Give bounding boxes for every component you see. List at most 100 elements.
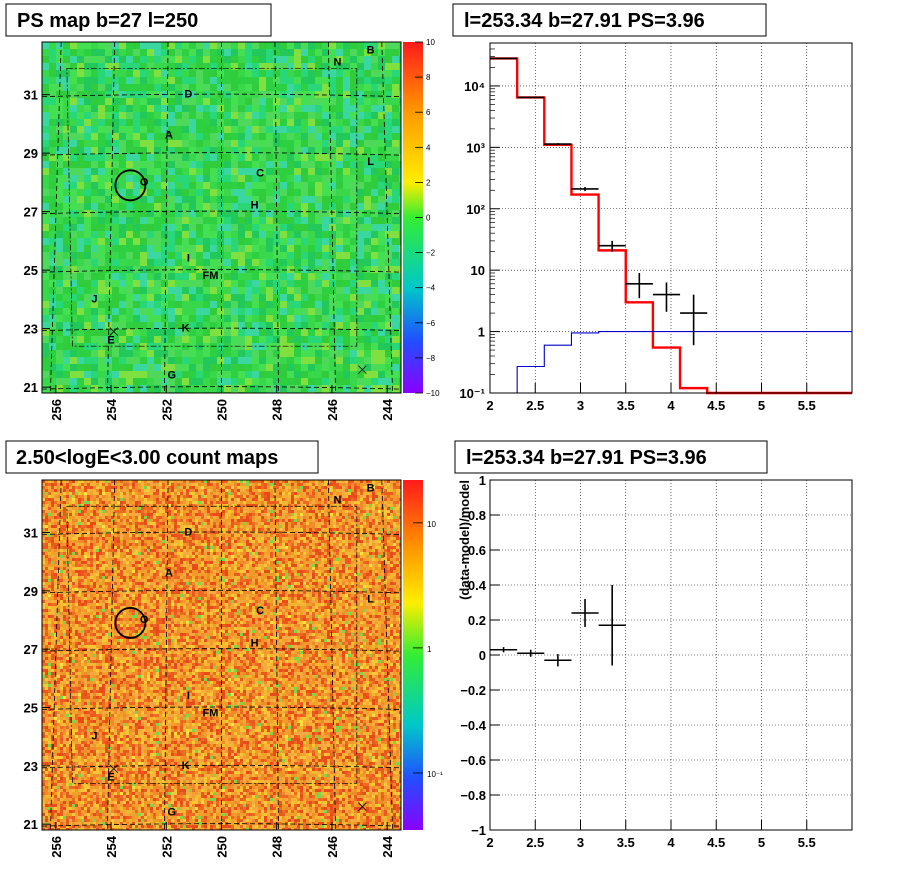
heatmap-cell xyxy=(153,516,156,519)
heatmap-cell xyxy=(161,315,168,322)
heatmap-cell xyxy=(111,507,114,510)
heatmap-cell xyxy=(150,492,153,495)
heatmap-cell xyxy=(378,238,385,245)
heatmap-cell xyxy=(315,513,318,516)
heatmap-cell xyxy=(350,378,357,385)
heatmap-cell xyxy=(343,63,350,70)
heatmap-cell xyxy=(189,329,196,336)
heatmap-cell xyxy=(203,301,210,308)
heatmap-cell xyxy=(371,350,378,357)
heatmap-cell xyxy=(266,378,273,385)
heatmap-cell xyxy=(57,498,60,501)
colorbar-tick-label: 0 xyxy=(426,214,431,223)
heatmap-cell xyxy=(287,259,294,266)
heatmap-cell xyxy=(224,119,231,126)
heatmap-cell xyxy=(329,84,336,91)
heatmap-cell xyxy=(315,154,322,161)
heatmap-cell xyxy=(378,498,381,501)
heatmap-cell xyxy=(378,203,385,210)
heatmap-cell xyxy=(224,105,231,112)
heatmap-cell xyxy=(350,119,357,126)
heatmap-cell xyxy=(396,489,399,492)
heatmap-cell xyxy=(66,492,69,495)
heatmap-cell xyxy=(70,371,77,378)
heatmap-cell xyxy=(96,516,99,519)
heatmap-cell xyxy=(84,371,91,378)
heatmap-cell xyxy=(343,42,350,49)
heatmap-cell xyxy=(387,495,390,498)
heatmap-cell xyxy=(267,510,270,513)
heatmap-cell xyxy=(96,513,99,516)
heatmap-cell xyxy=(255,522,258,525)
heatmap-cell xyxy=(266,133,273,140)
heatmap-cell xyxy=(66,489,69,492)
heatmap-cell xyxy=(315,280,322,287)
heatmap-cell xyxy=(309,498,312,501)
heatmap-cell xyxy=(287,273,294,280)
heatmap-cell xyxy=(159,489,162,492)
heatmap-cell xyxy=(135,519,138,522)
heatmap-cell xyxy=(180,495,183,498)
heatmap-cell xyxy=(343,140,350,147)
heatmap-cell xyxy=(96,522,99,525)
heatmap-cell xyxy=(384,507,387,510)
heatmap-cell xyxy=(393,507,396,510)
heatmap-cell xyxy=(255,525,258,528)
heatmap-cell xyxy=(126,70,133,77)
heatmap-cell xyxy=(343,182,350,189)
heatmap-cell xyxy=(222,522,225,525)
heatmap-cell xyxy=(201,492,204,495)
heatmap-cell xyxy=(180,513,183,516)
heatmap-cell xyxy=(201,528,204,531)
heatmap-cell xyxy=(42,343,49,350)
heatmap-cell xyxy=(385,42,392,49)
heatmap-cell xyxy=(308,140,315,147)
heatmap-cell xyxy=(222,483,225,486)
heatmap-cell xyxy=(84,322,91,329)
heatmap-cell xyxy=(133,189,140,196)
heatmap-cell xyxy=(225,510,228,513)
heatmap-cell xyxy=(350,336,357,343)
heatmap-cell xyxy=(385,315,392,322)
heatmap-cell xyxy=(369,525,372,528)
heatmap-cell xyxy=(336,84,343,91)
heatmap-cell xyxy=(322,210,329,217)
heatmap-cell xyxy=(216,507,219,510)
heatmap-cell xyxy=(147,98,154,105)
heatmap-cell xyxy=(99,522,102,525)
heatmap-cell xyxy=(72,489,75,492)
heatmap-cell xyxy=(204,522,207,525)
heatmap-cell xyxy=(96,519,99,522)
heatmap-cell xyxy=(96,495,99,498)
heatmap-cell xyxy=(245,280,252,287)
heatmap-cell xyxy=(315,273,322,280)
heatmap-cell xyxy=(238,126,245,133)
heatmap-cell xyxy=(246,522,249,525)
heatmap-cell xyxy=(141,501,144,504)
heatmap-cell xyxy=(147,315,154,322)
heatmap-cell xyxy=(210,196,217,203)
heatmap-cell xyxy=(192,510,195,513)
heatmap-cell xyxy=(246,513,249,516)
heatmap-cell xyxy=(203,238,210,245)
heatmap-cell xyxy=(392,322,399,329)
heatmap-cell xyxy=(280,112,287,119)
heatmap-cell xyxy=(245,245,252,252)
heatmap-cell xyxy=(245,98,252,105)
heatmap-cell xyxy=(203,140,210,147)
heatmap-cell xyxy=(333,486,336,489)
heatmap-cell xyxy=(84,507,87,510)
heatmap-cell xyxy=(42,70,49,77)
heatmap-cell xyxy=(342,495,345,498)
heatmap-cell xyxy=(75,510,78,513)
heatmap-cell xyxy=(217,252,224,259)
heatmap-cell xyxy=(303,489,306,492)
heatmap-cell xyxy=(189,510,192,513)
heatmap-cell xyxy=(308,385,315,392)
heatmap-cell xyxy=(392,315,399,322)
heatmap-cell xyxy=(147,329,154,336)
heatmap-cell xyxy=(56,357,63,364)
heatmap-cell xyxy=(154,378,161,385)
heatmap-cell xyxy=(238,161,245,168)
heatmap-cell xyxy=(243,531,246,534)
